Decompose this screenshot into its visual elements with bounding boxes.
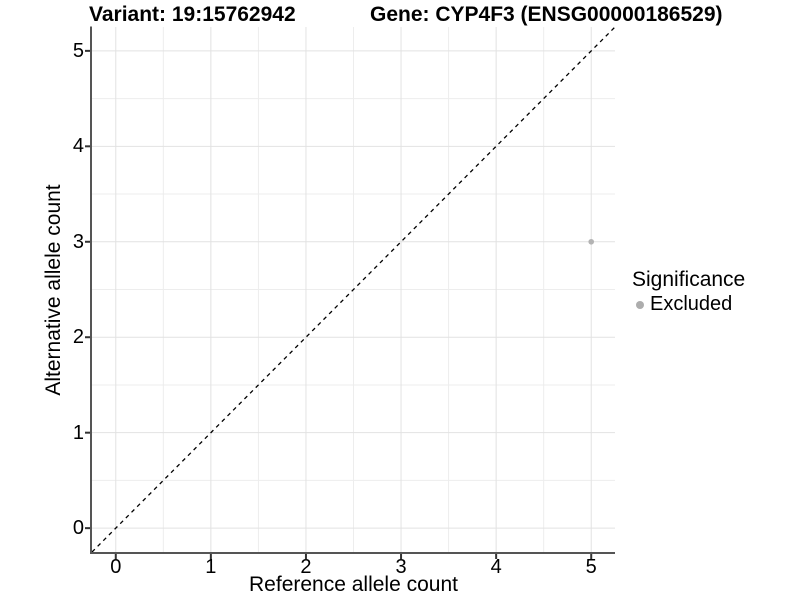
y-tick-label: 3: [72, 230, 84, 253]
x-tick-label: 0: [110, 556, 122, 578]
identity-dashed-line: [91, 26, 616, 553]
x-tick-label: 1: [205, 556, 217, 578]
legend-item: Excluded: [632, 294, 745, 315]
x-tick-label: 5: [585, 556, 597, 578]
x-tick-label: 3: [395, 556, 407, 578]
legend-items: Excluded: [632, 294, 745, 315]
data-point: [588, 238, 595, 245]
legend: Significance Excluded: [632, 269, 745, 315]
x-tick-label: 4: [490, 556, 502, 578]
y-tick-label: 0: [72, 517, 84, 540]
x-tick-label: 2: [300, 556, 312, 578]
y-axis-title: Alternative allele count: [42, 184, 65, 396]
y-tick-label: 1: [72, 421, 84, 444]
legend-key-dot-icon: [632, 297, 647, 312]
variant-title: Variant: 19:15762942: [89, 3, 296, 26]
y-tick-label: 2: [72, 326, 84, 349]
gene-title: Gene: CYP4F3 (ENSG00000186529): [370, 3, 723, 26]
legend-title: Significance: [632, 268, 746, 291]
x-axis-title: Reference allele count: [249, 573, 458, 596]
legend-item-label: Excluded: [650, 293, 733, 315]
y-tick-label: 4: [72, 135, 84, 158]
y-tick-label: 5: [72, 39, 84, 62]
